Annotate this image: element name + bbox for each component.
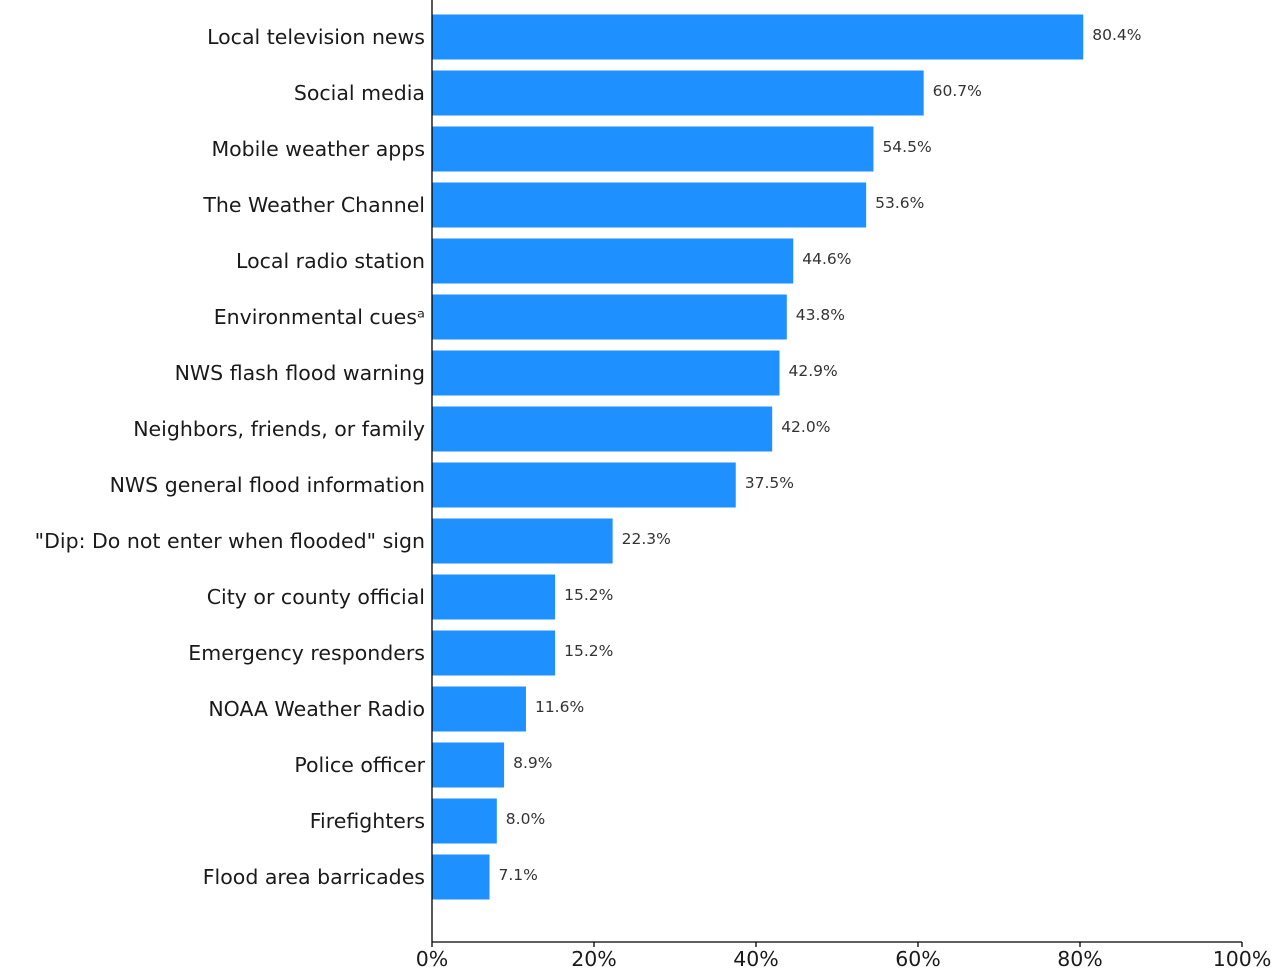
bar: [432, 182, 867, 228]
category-label: Mobile weather apps: [211, 137, 425, 161]
bar: [432, 518, 613, 564]
value-label: 44.6%: [802, 250, 851, 268]
value-label: 8.0%: [506, 810, 545, 828]
category-label: Social media: [294, 81, 425, 105]
value-label: 37.5%: [745, 474, 794, 492]
value-label: 43.8%: [796, 306, 845, 324]
value-label: 7.1%: [499, 866, 538, 884]
bar: [432, 70, 924, 116]
bar: [432, 294, 787, 340]
bar: [432, 238, 794, 284]
value-label: 42.9%: [788, 362, 837, 380]
x-tick-label: 0%: [416, 947, 449, 971]
bars-group: [432, 14, 1084, 900]
value-label: 8.9%: [513, 754, 552, 772]
category-label: City or county official: [207, 585, 425, 609]
category-label: Emergency responders: [188, 641, 425, 665]
x-tick-label: 40%: [733, 947, 779, 971]
bar: [432, 686, 526, 732]
category-label: NWS general flood information: [110, 473, 425, 497]
category-label: The Weather Channel: [202, 193, 425, 217]
category-label: Environmental cuesᵃ: [214, 305, 425, 329]
x-tick-label: 60%: [895, 947, 941, 971]
bar: [432, 406, 773, 452]
bar: [432, 742, 505, 788]
bar: [432, 14, 1084, 60]
value-label: 42.0%: [781, 418, 830, 436]
category-label: Firefighters: [310, 809, 425, 833]
bar: [432, 462, 736, 508]
bar: [432, 854, 490, 900]
bar: [432, 126, 874, 172]
value-label: 80.4%: [1092, 26, 1141, 44]
x-axis-ticks: 0% 20% 40% 60% 80% 100%: [416, 942, 1272, 971]
category-label: NOAA Weather Radio: [208, 697, 425, 721]
x-tick-label: 100%: [1213, 947, 1272, 971]
category-labels: Local television news Social media Mobile …: [35, 25, 426, 889]
bar: [432, 350, 780, 396]
value-label: 22.3%: [622, 530, 671, 548]
value-label: 11.6%: [535, 698, 584, 716]
bar: [432, 798, 497, 844]
value-label: 54.5%: [882, 138, 931, 156]
value-label: 53.6%: [875, 194, 924, 212]
bar: [432, 630, 556, 676]
bar: [432, 574, 556, 620]
category-label: Neighbors, friends, or family: [133, 417, 425, 441]
category-label: Flood area barricades: [203, 865, 425, 889]
category-label: Local television news: [207, 25, 425, 49]
value-label: 60.7%: [933, 82, 982, 100]
category-label: "Dip: Do not enter when flooded" sign: [35, 529, 425, 553]
category-label: Local radio station: [236, 249, 425, 273]
x-tick-label: 80%: [1057, 947, 1103, 971]
category-label: Police officer: [294, 753, 425, 777]
category-label: NWS flash flood warning: [175, 361, 425, 385]
value-label: 15.2%: [564, 586, 613, 604]
value-labels: 80.4% 60.7% 54.5% 53.6% 44.6% 43.8% 42.9% 42.0%…: [499, 26, 1142, 884]
value-label: 15.2%: [564, 642, 613, 660]
x-tick-label: 20%: [571, 947, 617, 971]
